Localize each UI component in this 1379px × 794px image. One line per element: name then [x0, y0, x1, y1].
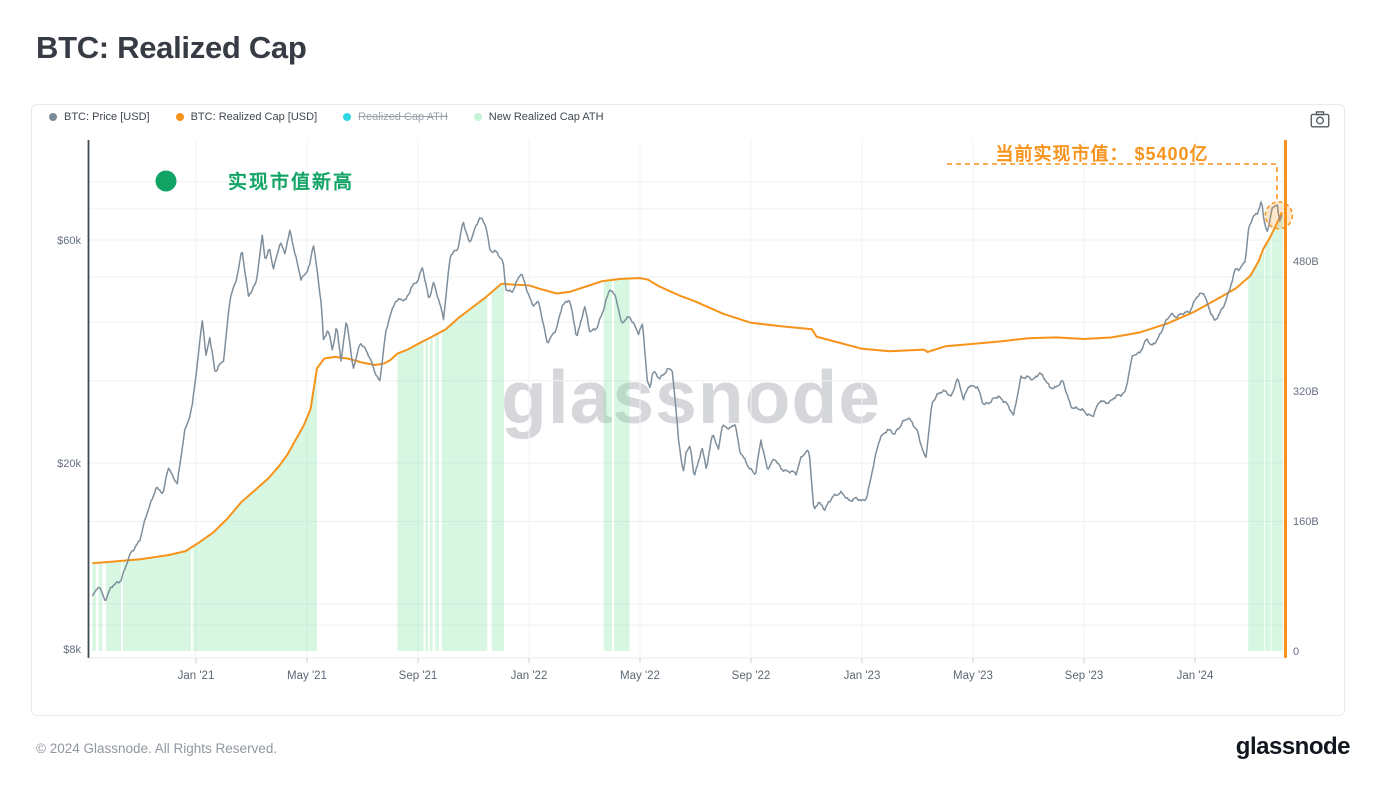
- page-title: BTC: Realized Cap: [36, 30, 307, 65]
- y-left-tick-label: $60k: [57, 235, 81, 247]
- legend-item-1[interactable]: BTC: Realized Cap [USD]: [175, 111, 318, 123]
- endpoint-highlight-circle: [1264, 201, 1294, 230]
- btc-price-line: [91, 201, 1283, 601]
- y-left-tick-label: $20k: [57, 458, 81, 470]
- y-right-tick-label: 480B: [1293, 256, 1319, 268]
- ath-band-segment: [1248, 247, 1265, 652]
- legend-label: BTC: Price [USD]: [64, 111, 150, 123]
- x-tick-label: May '21: [287, 670, 327, 682]
- ath-band-segment: [614, 278, 630, 651]
- annotation-new-ath-label: 实现市值新高: [228, 172, 355, 193]
- screenshot-button[interactable]: [1308, 111, 1332, 133]
- copyright-text: © 2024 Glassnode. All Rights Reserved.: [36, 741, 278, 756]
- callout-dashed-line: [947, 163, 1278, 201]
- legend-item-2[interactable]: Realized Cap ATH: [343, 111, 448, 123]
- x-tick-label: Jan '22: [511, 670, 548, 682]
- ath-band-segment: [603, 280, 612, 651]
- annotation-current-realized-cap-label: 当前实现市值： $5400亿: [995, 144, 1209, 164]
- ath-band-segment: [98, 562, 103, 651]
- ath-band-segment: [429, 336, 433, 651]
- x-tick-label: May '22: [620, 670, 660, 682]
- legend-label: New Realized Cap ATH: [488, 111, 604, 123]
- new-ath-annotation-dot: [155, 170, 177, 192]
- ath-band-segment: [192, 368, 317, 651]
- chart-card: BTC: Price [USD] BTC: Realized Cap [USD] R…: [31, 104, 1345, 716]
- ath-band-segment: [435, 332, 439, 651]
- x-tick-label: Sep '23: [1065, 670, 1104, 682]
- y-right-tick-label: 160B: [1293, 516, 1319, 528]
- legend-item-3[interactable]: New Realized Cap ATH: [473, 111, 604, 123]
- x-tick-label: Jan '24: [1177, 670, 1214, 682]
- legend-dot: [175, 113, 184, 121]
- y-right-tick-label: 320B: [1293, 386, 1319, 398]
- chart-legend: BTC: Price [USD] BTC: Realized Cap [USD] R…: [49, 111, 604, 123]
- legend-label: Realized Cap ATH: [358, 111, 448, 123]
- gridlines: [89, 140, 1285, 657]
- ath-band-segment: [106, 560, 121, 651]
- glassnode-watermark: glassnode: [501, 355, 881, 439]
- ath-band-segment: [92, 563, 96, 651]
- legend-dot: [49, 113, 57, 121]
- x-tick-label: Jan '21: [178, 670, 215, 682]
- x-axis-labels: Jan '21 May '21 Sep '21 Jan '22 May '22 Sep '…: [178, 658, 1214, 682]
- new-realized-cap-ath-bands: [92, 212, 1283, 652]
- chart-plot-area: Jan '21 May '21 Sep '21 Jan '22 May '22 Sep '…: [57, 140, 1319, 682]
- x-tick-label: May '23: [953, 670, 993, 682]
- ath-band-segment: [122, 547, 191, 651]
- x-tick-label: Sep '21: [399, 670, 438, 682]
- ath-band-segment: [1271, 212, 1283, 652]
- legend-item-0[interactable]: BTC: Price [USD]: [49, 111, 150, 123]
- camera-icon: [1310, 111, 1330, 133]
- ath-band-segment: [441, 296, 488, 651]
- legend-dot: [473, 113, 482, 121]
- x-tick-label: Jan '23: [844, 670, 881, 682]
- x-tick-label: Sep '22: [732, 670, 771, 682]
- legend-dot: [343, 113, 352, 121]
- ath-band-segment: [425, 338, 428, 651]
- legend-label: BTC: Realized Cap [USD]: [190, 111, 318, 123]
- realized-cap-line: [92, 211, 1283, 565]
- ath-band-segment: [1265, 236, 1271, 651]
- y-right-tick-label: 0: [1293, 646, 1299, 658]
- glassnode-logo: glassnode: [1235, 733, 1351, 760]
- y-left-tick-label: $8k: [63, 644, 81, 656]
- ath-band-segment: [397, 341, 424, 651]
- ath-band-segment: [491, 283, 504, 651]
